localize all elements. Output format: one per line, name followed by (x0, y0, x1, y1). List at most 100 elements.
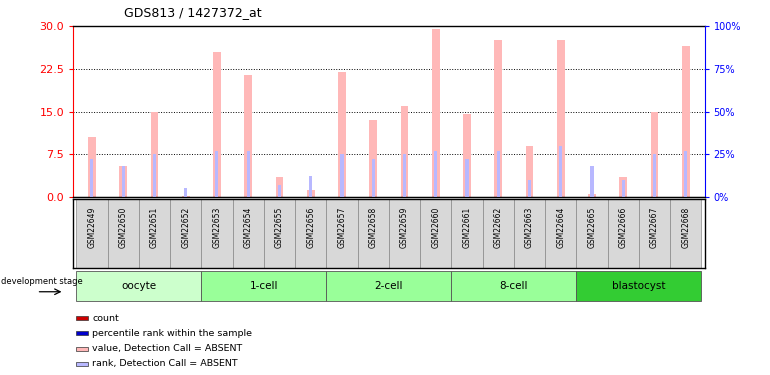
Bar (76, 331, 88, 336)
Bar (483, 199, 514, 268)
Text: GSM22652: GSM22652 (181, 207, 190, 248)
Text: GSM22660: GSM22660 (431, 207, 440, 249)
Text: GSM22667: GSM22667 (650, 207, 659, 249)
Text: GDS813 / 1427372_at: GDS813 / 1427372_at (124, 6, 261, 19)
Bar (295, 199, 326, 268)
Text: GSM22664: GSM22664 (556, 207, 565, 249)
Bar (76, 362, 88, 366)
Bar (463, 114, 471, 197)
Bar (170, 199, 201, 268)
Bar (139, 199, 170, 268)
Bar (276, 177, 283, 197)
Bar (278, 185, 281, 197)
Bar (651, 112, 658, 197)
Bar (557, 40, 564, 197)
Bar (372, 159, 375, 197)
Text: oocyte: oocyte (121, 281, 156, 291)
Text: value, Detection Call = ABSENT: value, Detection Call = ABSENT (92, 344, 243, 353)
FancyBboxPatch shape (201, 271, 326, 301)
Bar (559, 146, 562, 197)
Bar (670, 199, 701, 268)
Bar (608, 199, 639, 268)
Bar (577, 199, 608, 268)
Bar (370, 120, 377, 197)
FancyBboxPatch shape (326, 271, 451, 301)
FancyBboxPatch shape (451, 271, 577, 301)
Bar (451, 199, 483, 268)
Bar (403, 154, 406, 197)
Bar (434, 151, 437, 197)
Text: 1-cell: 1-cell (249, 281, 278, 291)
Text: blastocyst: blastocyst (612, 281, 665, 291)
Bar (338, 72, 346, 197)
Bar (591, 166, 594, 197)
Bar (119, 166, 127, 197)
Bar (233, 199, 264, 268)
Bar (685, 151, 688, 197)
Bar (88, 137, 95, 197)
Text: percentile rank within the sample: percentile rank within the sample (92, 329, 252, 338)
Bar (497, 151, 500, 197)
Bar (494, 40, 502, 197)
FancyBboxPatch shape (76, 271, 201, 301)
Bar (108, 199, 139, 268)
Text: GSM22659: GSM22659 (400, 207, 409, 249)
Bar (588, 194, 596, 197)
Bar (420, 199, 451, 268)
Text: GSM22651: GSM22651 (150, 207, 159, 248)
Text: count: count (92, 314, 119, 322)
Bar (340, 154, 343, 197)
Text: GSM22657: GSM22657 (337, 207, 346, 249)
Bar (432, 29, 440, 197)
Bar (76, 316, 88, 320)
Text: development stage: development stage (2, 277, 83, 286)
Text: GSM22658: GSM22658 (369, 207, 378, 248)
Bar (528, 180, 531, 197)
Bar (682, 46, 690, 197)
Bar (150, 112, 159, 197)
Bar (76, 346, 88, 351)
Bar (264, 199, 295, 268)
Text: GSM22649: GSM22649 (88, 207, 96, 249)
Text: GSM22655: GSM22655 (275, 207, 284, 249)
Bar (122, 166, 125, 197)
Bar (400, 106, 408, 197)
Bar (621, 180, 624, 197)
Bar (326, 199, 357, 268)
Text: GSM22656: GSM22656 (306, 207, 315, 249)
Bar (213, 52, 221, 197)
Bar (76, 199, 108, 268)
Bar (357, 199, 389, 268)
Bar (153, 154, 156, 197)
FancyBboxPatch shape (577, 271, 701, 301)
Bar (306, 190, 315, 197)
Bar (182, 196, 189, 197)
Text: 8-cell: 8-cell (500, 281, 528, 291)
Bar (309, 176, 313, 197)
Bar (389, 199, 420, 268)
Bar (90, 159, 93, 197)
Text: GSM22650: GSM22650 (119, 207, 128, 249)
Text: GSM22665: GSM22665 (588, 207, 597, 249)
Bar (244, 75, 252, 197)
Bar (184, 188, 187, 197)
Bar (639, 199, 670, 268)
Text: GSM22662: GSM22662 (494, 207, 503, 248)
Bar (526, 146, 534, 197)
Text: GSM22654: GSM22654 (243, 207, 253, 249)
Text: GSM22668: GSM22668 (681, 207, 690, 248)
Bar (201, 199, 233, 268)
Text: rank, Detection Call = ABSENT: rank, Detection Call = ABSENT (92, 359, 238, 368)
Bar (545, 199, 577, 268)
Bar (514, 199, 545, 268)
Bar (246, 151, 249, 197)
Text: GSM22661: GSM22661 (463, 207, 471, 248)
Bar (619, 177, 628, 197)
Text: GSM22663: GSM22663 (525, 207, 534, 249)
Bar (465, 159, 469, 197)
Text: 2-cell: 2-cell (374, 281, 403, 291)
Text: GSM22653: GSM22653 (213, 207, 222, 249)
Bar (653, 154, 656, 197)
Bar (216, 151, 219, 197)
Text: GSM22666: GSM22666 (619, 207, 628, 249)
